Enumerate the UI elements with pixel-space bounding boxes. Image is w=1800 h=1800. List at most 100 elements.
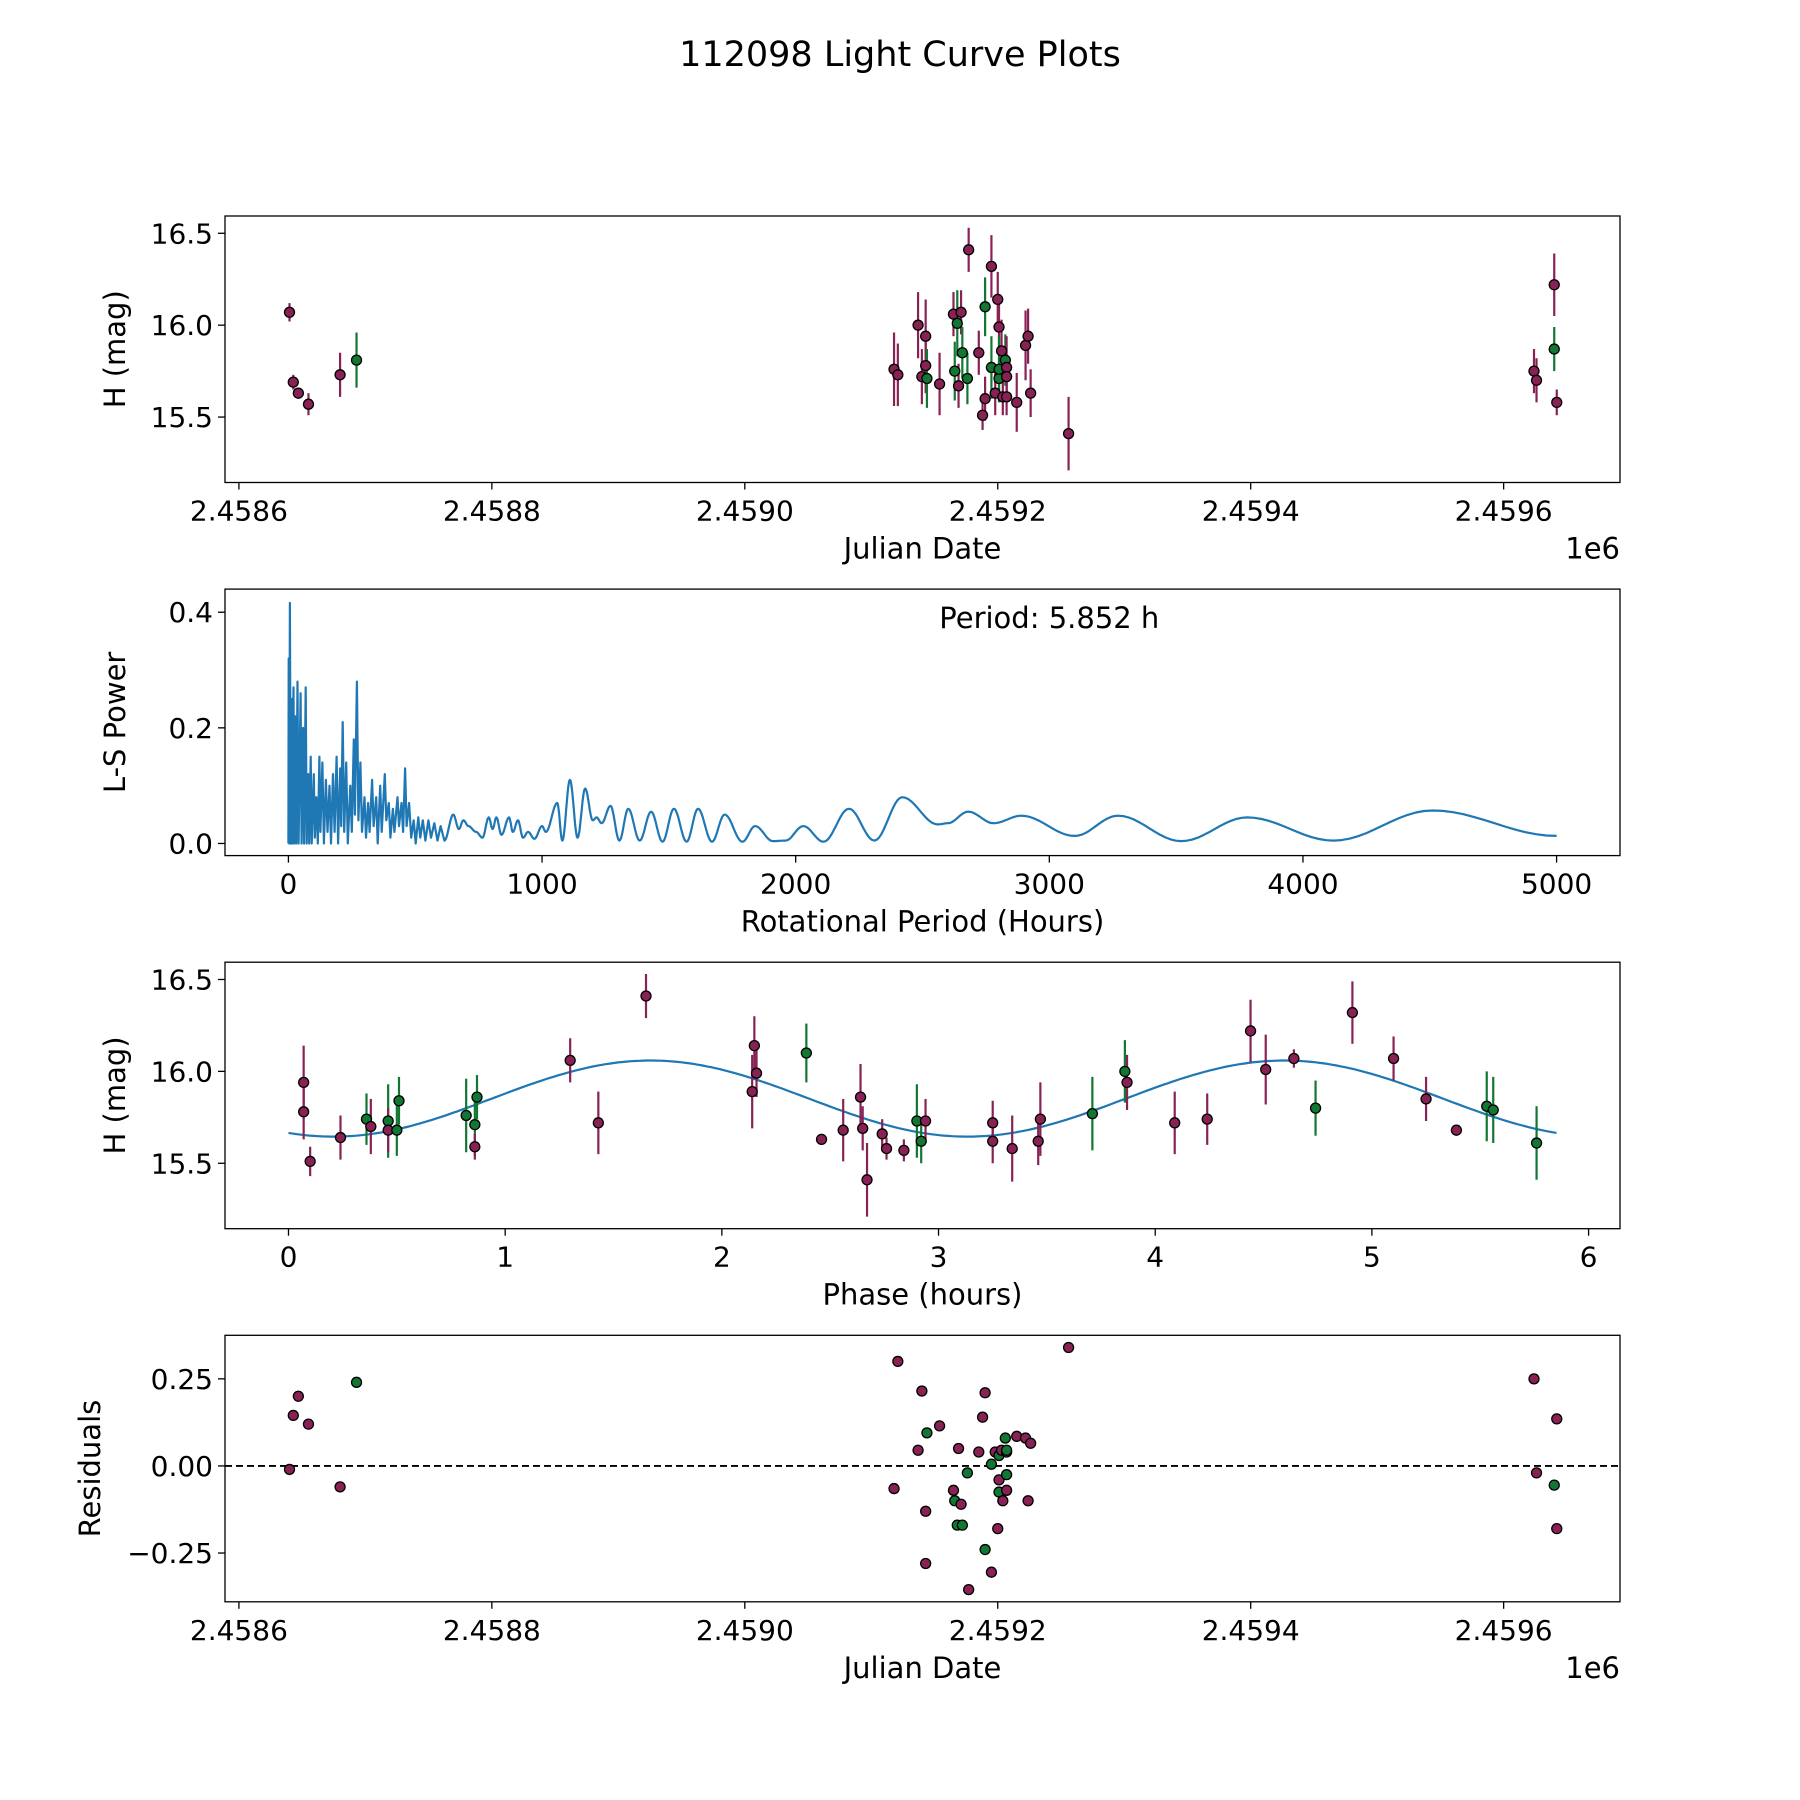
data-point	[979, 1543, 991, 1556]
data-point	[912, 319, 924, 331]
plot-area	[283, 227, 1563, 471]
y-tick-label: 16.5	[151, 217, 213, 250]
data-point	[1119, 1065, 1131, 1078]
data-point	[382, 1115, 394, 1127]
data-point	[391, 1124, 403, 1136]
data-point	[350, 1376, 363, 1388]
data-point	[995, 345, 1008, 357]
axes-frame	[224, 961, 1621, 1230]
data-point	[892, 1355, 904, 1368]
axes-frame	[224, 588, 1621, 857]
x-tick-label: 2.4596	[1455, 1614, 1553, 1647]
data-point	[1530, 1137, 1543, 1149]
data-point	[365, 1120, 377, 1133]
y-tick-label: 15.5	[151, 401, 213, 434]
data-point	[750, 1067, 763, 1079]
data-point	[987, 1135, 999, 1147]
data-point	[1487, 1104, 1499, 1116]
x-tick-label: 2.4594	[1202, 495, 1300, 528]
data-point	[985, 1566, 998, 1578]
data-point	[993, 1474, 1005, 1486]
data-point	[992, 1522, 1004, 1535]
x-axis-label: Phase (hours)	[823, 1278, 1023, 1312]
y-tick-label: 0.2	[168, 712, 213, 745]
x-tick-label: 6	[1580, 1241, 1598, 1274]
data-point	[292, 387, 305, 399]
x-tick-label: 5	[1363, 1241, 1381, 1274]
data-point	[334, 1481, 346, 1493]
data-point	[921, 372, 933, 385]
data-point	[1551, 396, 1563, 409]
data-point	[1420, 1093, 1432, 1105]
data-point	[469, 1141, 481, 1153]
data-point	[912, 1444, 924, 1456]
data-point	[1244, 1025, 1257, 1037]
x-tick-label: 2.4586	[190, 495, 288, 528]
data-point	[973, 1446, 985, 1458]
data-point	[287, 376, 299, 388]
data-point	[973, 347, 985, 359]
x-tick-label: 2000	[760, 868, 831, 901]
data-point	[1000, 1444, 1013, 1456]
data-point	[956, 1519, 968, 1531]
data-point	[287, 1409, 299, 1422]
x-tick-label: 0	[279, 868, 297, 901]
x-offset-label: 1e6	[1565, 1651, 1620, 1685]
y-tick-label: 16.5	[151, 963, 213, 996]
data-point	[955, 306, 967, 318]
data-point	[837, 1124, 849, 1136]
data-point	[1000, 1468, 1013, 1481]
data-point	[1548, 343, 1560, 355]
data-point	[992, 293, 1004, 306]
residuals-axes: 2.4586 2.4588 2.4590 2.4592 2.4594 2.4596 −0.2…	[73, 1334, 1621, 1685]
data-point	[892, 369, 904, 381]
data-point	[283, 1463, 296, 1476]
sinusoid-fit-line	[288, 1059, 1557, 1138]
y-tick-label: 0.0	[168, 827, 213, 860]
x-tick-label: 1	[496, 1241, 514, 1274]
data-point	[393, 1095, 405, 1107]
data-point	[748, 1039, 761, 1052]
data-point	[999, 1432, 1011, 1444]
data-point	[857, 1122, 869, 1134]
data-point	[1062, 427, 1075, 440]
data-point	[952, 380, 965, 392]
data-point	[1062, 1341, 1075, 1354]
data-point	[979, 1387, 991, 1399]
data-point	[880, 1142, 893, 1155]
axes-frame	[224, 1334, 1621, 1603]
data-point	[915, 1135, 927, 1147]
data-point	[1034, 1113, 1047, 1125]
data-point	[1024, 387, 1037, 399]
x-tick-label: 2.4586	[190, 1614, 288, 1647]
data-point	[963, 1583, 975, 1596]
data-point	[1006, 1142, 1018, 1155]
x-axis-label: Julian Date	[842, 1651, 1002, 1685]
figure-title: 112098 Light Curve Plots	[679, 35, 1121, 75]
data-point	[800, 1047, 813, 1059]
x-tick-label: 3	[930, 1241, 948, 1274]
x-tick-label: 2.4594	[1202, 1614, 1300, 1647]
data-point	[979, 301, 991, 313]
data-point	[921, 1427, 933, 1439]
data-point	[920, 1505, 932, 1517]
data-point	[460, 1109, 472, 1122]
y-tick-label: −0.25	[127, 1537, 213, 1570]
x-tick-label: 2.4590	[696, 495, 794, 528]
x-tick-label: 3000	[1014, 868, 1085, 901]
y-tick-label: 0.4	[168, 596, 213, 629]
data-point	[955, 1498, 967, 1510]
data-point	[592, 1117, 604, 1129]
data-point	[961, 1467, 974, 1479]
data-point	[1309, 1102, 1322, 1114]
y-axis-label: H (mag)	[98, 290, 132, 408]
data-point	[916, 1385, 928, 1397]
data-point	[1548, 279, 1560, 291]
data-point	[302, 398, 315, 410]
data-point	[1000, 1484, 1013, 1496]
data-point	[919, 1115, 932, 1127]
data-point	[471, 1091, 483, 1103]
data-point	[1169, 1117, 1181, 1129]
